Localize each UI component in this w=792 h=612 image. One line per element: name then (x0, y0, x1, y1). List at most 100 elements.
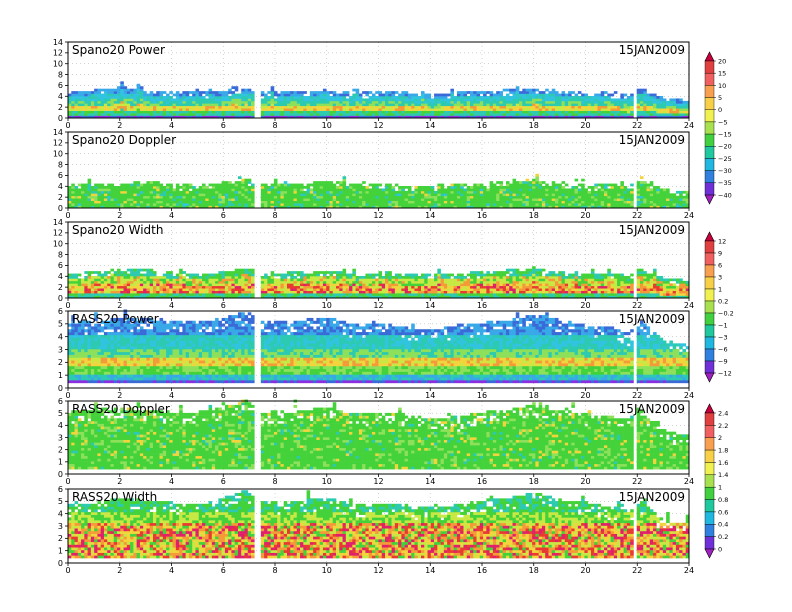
heatmap-cell (372, 193, 376, 196)
heatmap-cell (228, 106, 232, 109)
heatmap-cell (493, 203, 497, 206)
heatmap-cell (146, 201, 150, 204)
heatmap-cell (160, 186, 164, 189)
heatmap-cell (303, 108, 307, 111)
heatmap-cell (284, 106, 288, 109)
heatmap-cell (84, 108, 88, 111)
heatmap-cell (215, 91, 219, 94)
heatmap-cell (91, 278, 95, 281)
heatmap-cell (267, 103, 271, 106)
heatmap-cell (235, 94, 239, 97)
heatmap-cell (248, 188, 252, 191)
heatmap-cell (401, 288, 405, 291)
heatmap-cell (532, 191, 536, 194)
heatmap-cell (104, 103, 108, 106)
heatmap-cell (650, 196, 654, 199)
heatmap-cell (643, 198, 647, 201)
heatmap-cell (522, 191, 526, 194)
heatmap-cell (398, 98, 402, 101)
heatmap-cell (284, 98, 288, 101)
heatmap-cell (294, 94, 298, 97)
heatmap-cell (124, 86, 128, 89)
heatmap-cell (450, 103, 454, 106)
heatmap-cell (519, 94, 523, 97)
heatmap-cell (205, 108, 209, 111)
heatmap-cell (264, 291, 268, 294)
heatmap-cell (244, 283, 248, 286)
heatmap-cell (320, 188, 324, 191)
heatmap-cell (336, 193, 340, 196)
heatmap-cell (470, 113, 474, 116)
heatmap-cell (611, 188, 615, 191)
heatmap-cell (137, 188, 141, 191)
heatmap-cell (473, 191, 477, 194)
heatmap-cell (594, 201, 598, 204)
heatmap-cell (401, 188, 405, 191)
heatmap-cell (486, 198, 490, 201)
heatmap-cell (660, 196, 664, 199)
heatmap-cell (101, 293, 105, 296)
heatmap-cell (189, 291, 193, 294)
heatmap-cell (124, 293, 128, 296)
heatmap-cell (117, 108, 121, 111)
heatmap-cell (637, 191, 641, 194)
heatmap-cell (284, 196, 288, 199)
heatmap-cell (91, 288, 95, 291)
heatmap-cell (199, 191, 203, 194)
heatmap-cell (516, 106, 520, 109)
heatmap-cell (369, 96, 373, 99)
heatmap-cell (238, 286, 242, 289)
heatmap-cell (326, 186, 330, 189)
heatmap-cell (584, 203, 588, 206)
heatmap-cell (307, 293, 311, 296)
heatmap-cell (519, 188, 523, 191)
heatmap-cell (140, 94, 144, 97)
heatmap-cell (320, 286, 324, 289)
heatmap-cell (483, 113, 487, 116)
heatmap-cell (209, 101, 213, 104)
heatmap-cell (120, 196, 124, 199)
heatmap-cell (578, 191, 582, 194)
heatmap-cell (153, 193, 157, 196)
heatmap-cell (506, 196, 510, 199)
heatmap-cell (284, 96, 288, 99)
heatmap-cell (173, 293, 177, 296)
heatmap-cell (310, 96, 314, 99)
heatmap-cell (287, 111, 291, 114)
heatmap-cell (673, 196, 677, 199)
heatmap-cell (601, 91, 605, 94)
heatmap-cell (297, 278, 301, 281)
heatmap-cell (519, 113, 523, 116)
heatmap-cell (578, 198, 582, 201)
heatmap-cell (614, 184, 618, 187)
heatmap-cell (682, 111, 686, 114)
heatmap-cell (349, 98, 353, 101)
heatmap-cell (333, 201, 337, 204)
heatmap-cell (483, 198, 487, 201)
heatmap-cell (91, 286, 95, 289)
heatmap-cell (539, 198, 543, 201)
heatmap-cell (173, 286, 177, 289)
heatmap-cell (120, 278, 124, 281)
heatmap-cell (173, 193, 177, 196)
heatmap-cell (231, 184, 235, 187)
heatmap-cell (150, 111, 154, 114)
heatmap-cell (244, 188, 248, 191)
heatmap-cell (405, 94, 409, 97)
heatmap-cell (101, 274, 105, 277)
heatmap-cell (503, 198, 507, 201)
heatmap-cell (597, 198, 601, 201)
heatmap-cell (516, 91, 520, 94)
heatmap-cell (392, 186, 396, 189)
heatmap-cell (186, 278, 190, 281)
heatmap-cell (166, 283, 170, 286)
heatmap-cell (264, 111, 268, 114)
heatmap-cell (434, 198, 438, 201)
heatmap-cell (75, 188, 79, 191)
heatmap-cell (356, 291, 360, 294)
heatmap-cell (441, 111, 445, 114)
heatmap-cell (130, 186, 134, 189)
heatmap-cell (140, 193, 144, 196)
heatmap-cell (418, 106, 422, 109)
heatmap-cell (114, 91, 118, 94)
